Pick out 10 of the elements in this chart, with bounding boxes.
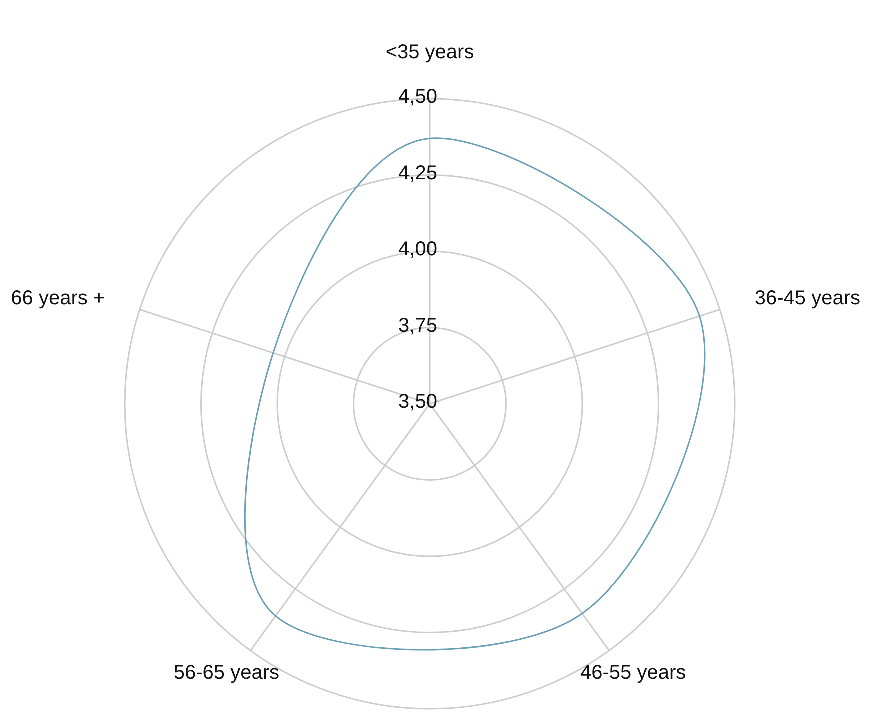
spoke-label: 46-55 years bbox=[580, 662, 686, 684]
spoke-label: <35 years bbox=[386, 41, 474, 64]
spoke-label: 36-45 years bbox=[754, 287, 861, 310]
y-tick-label: 3,75 bbox=[398, 314, 438, 337]
y-tick-label: 4,00 bbox=[398, 238, 438, 260]
y-tick-label: 4,50 bbox=[398, 86, 438, 108]
y-tick-label: 3,50 bbox=[398, 391, 438, 413]
y-tick-label: 4,25 bbox=[398, 162, 438, 184]
spoke-label: 66 years + bbox=[11, 287, 106, 310]
spoke-label: 56-65 years bbox=[174, 662, 280, 684]
